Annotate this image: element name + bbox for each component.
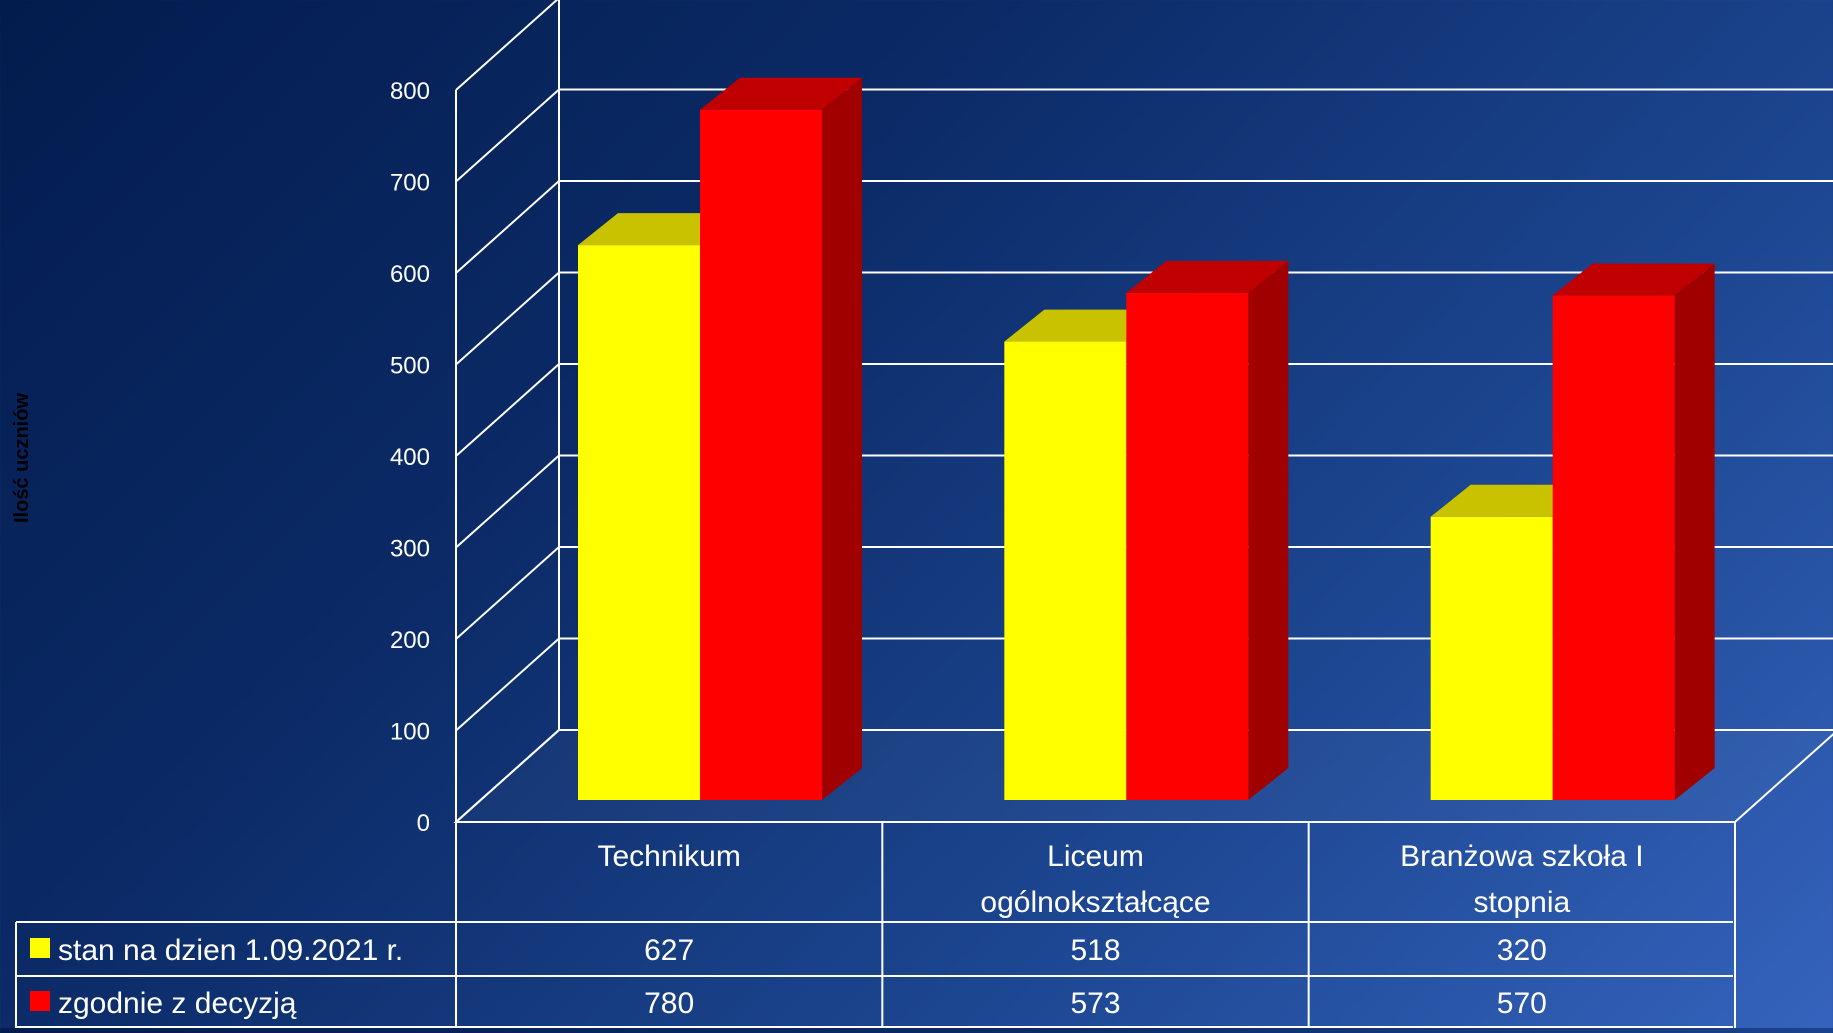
gridline-side-0 [455,729,560,823]
gridline-side-300 [455,454,560,549]
bar-0-2 [1430,516,1553,800]
y-axis-title: Ilość uczniów [11,393,33,523]
bar-1-0 [700,109,822,800]
data-label-1-1: 573 [1070,987,1120,1020]
y-tick-label-500: 500 [390,353,430,380]
y-tick-label-100: 100 [390,719,430,746]
bar-0-0 [578,245,700,801]
legend-label-1: zgodnie z decyzją [58,987,297,1020]
data-label-1-0: 780 [644,987,694,1020]
bar-top-0-2 [1430,484,1593,517]
gridline-side-400 [455,363,560,457]
y-tick-label-0: 0 [417,810,430,837]
bar-side-1-1 [1248,260,1289,800]
y-tick-label-800: 800 [390,78,430,105]
data-label-0-1: 518 [1070,934,1120,967]
category-label-0: Technikum [597,840,740,873]
bar-top-1-0 [700,77,862,110]
y-tick-label-400: 400 [390,444,430,471]
bar-top-1-2 [1552,263,1715,296]
bar-0-1 [1004,341,1127,800]
bar-1-2 [1552,295,1675,800]
bar-side-1-0 [822,77,862,800]
legend-label-0: stan na dzien 1.09.2021 r. [58,934,403,967]
y-tick-label-300: 300 [390,536,430,563]
data-label-0-0: 627 [644,934,694,967]
data-label-0-2: 320 [1497,934,1547,967]
y-tick-label-700: 700 [390,170,430,197]
bar-top-0-0 [578,213,740,246]
gridline-side-700 [455,88,560,183]
gridline-side-600 [455,180,560,274]
bar-1-1 [1126,292,1249,800]
category-label-1: Liceum ogólnokształcące [980,840,1210,919]
bar-side-1-2 [1674,263,1715,800]
bar-top-1-1 [1126,260,1289,293]
gridline-side-100 [455,637,560,732]
data-label-1-2: 570 [1497,987,1547,1020]
legend-swatch-0 [30,938,50,958]
y-tick-label-200: 200 [390,627,430,654]
y-tick-label-600: 600 [390,261,430,288]
gridline-side-500 [455,271,560,366]
gridline-side-200 [455,546,560,640]
bar-top-0-1 [1004,309,1167,342]
legend-swatch-1 [30,991,50,1011]
gridline-side-800 [455,0,559,91]
